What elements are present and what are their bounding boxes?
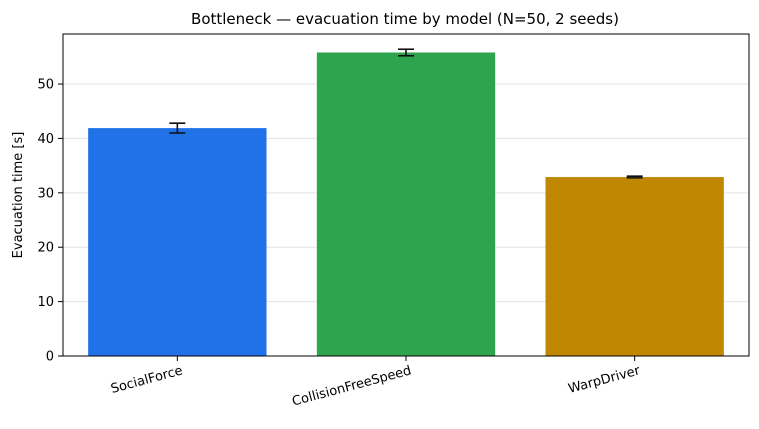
error-bar [398,48,414,57]
bar [88,128,267,356]
x-tick-label: SocialForce [109,363,184,397]
bars [88,52,724,356]
chart-title: Bottleneck — evacuation time by model (N… [191,10,619,28]
bar [545,177,724,356]
y-tick-label: 10 [37,295,54,310]
error-bars [169,48,643,179]
bar [316,52,496,356]
y-tick-label: 40 [37,132,54,147]
x-axis-ticks: SocialForce CollisionFreeSpeed WarpDriver [109,356,642,410]
y-axis-label: Evacuation time [s] [11,132,26,259]
y-tick-label: 30 [37,186,54,201]
x-tick-label: CollisionFreeSpeed [291,363,413,409]
y-tick-label: 20 [37,241,54,256]
y-tick-label: 0 [46,350,54,365]
error-bar [626,175,643,179]
y-axis-ticks: 0 10 20 30 40 50 [37,78,63,365]
y-tick-label: 50 [37,78,54,93]
error-bar [169,122,186,134]
x-tick-label: WarpDriver [567,363,643,397]
